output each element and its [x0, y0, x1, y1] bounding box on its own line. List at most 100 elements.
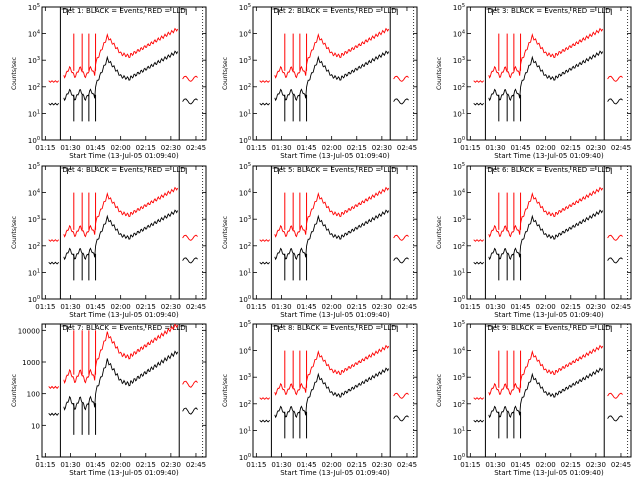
panel-1-ylabel: Counts/sec [11, 57, 18, 90]
panel-9-ytick-label-0: 100 [453, 453, 465, 462]
panel-6-ytick-label-0: 100 [453, 295, 465, 304]
panel-6-ytick-label-1: 101 [453, 268, 465, 277]
panel-2-events-series-seg-1 [274, 50, 390, 102]
panel-8-xtick-label-3: 02:00 [322, 461, 342, 469]
panel-9-events-series-seg-0 [473, 419, 485, 423]
panel-2-ytick-label-1: 101 [239, 109, 251, 118]
panel-1-ytick-label-2: 102 [28, 83, 40, 92]
panel-3-xlabel: Start Time (13-Jul-05 01:09:40) [494, 152, 604, 160]
panel-4-xtick-label-4: 02:15 [136, 303, 156, 311]
panel-8-ytick-label-5: 105 [239, 320, 251, 329]
panel-5-xtick-label-3: 02:00 [322, 303, 342, 311]
panel-9-events-series-seg-2 [607, 415, 623, 422]
panel-9-ylabel: Counts/sec [436, 374, 443, 407]
panel-2-ylabel: Counts/sec [222, 57, 229, 90]
panel-8-xtick-label-2: 01:45 [296, 461, 316, 469]
panel-1-events-series-seg-1 [63, 50, 179, 102]
panel-1-ytick-label-5: 105 [28, 3, 40, 12]
panel-2-ytick-label-4: 104 [239, 30, 251, 39]
panel-1-ytick-label-3: 103 [28, 56, 40, 65]
panel-8-lld-series-seg-1 [274, 344, 390, 396]
panel-8-gap-flag-0 [272, 325, 279, 332]
panel-6-ylabel: Counts/sec [436, 216, 443, 249]
panel-7-xlabel: Start Time (13-Jul-05 01:09:40) [69, 469, 179, 477]
panel-4-gap-flag-0 [61, 167, 68, 174]
panel-1-xtick-label-5: 02:30 [161, 144, 181, 152]
panel-8-lld-series-seg-0 [259, 397, 271, 400]
panel-8-xtick-label-1: 01:30 [271, 461, 291, 469]
panel-8-ytick-label-3: 103 [239, 373, 251, 382]
panel-3-xtick-label-6: 02:45 [611, 144, 631, 152]
panel-4-title: Det 4: BLACK = Events, RED = LLD [62, 166, 185, 174]
panel-6-ytick-label-5: 105 [453, 162, 465, 171]
panel-9-title: Det 9: BLACK = Events, RED = LLD [487, 324, 610, 332]
panel-1-xlabel: Start Time (13-Jul-05 01:09:40) [69, 152, 179, 160]
panel-4-xtick-label-5: 02:30 [161, 303, 181, 311]
panel-4-frame [41, 165, 207, 300]
panel-6-xtick-label-2: 01:45 [510, 303, 530, 311]
panel-6-events-series-seg-1 [488, 209, 604, 261]
panel-5-ytick-label-0: 100 [239, 295, 251, 304]
panel-5-gap-flag-1 [391, 167, 398, 174]
panel-3-xtick-label-1: 01:30 [485, 144, 505, 152]
panel-4-ytick-label-1: 101 [28, 268, 40, 277]
panel-3-ytick-label-1: 101 [453, 109, 465, 118]
panel-6-gap-flag-0 [486, 167, 493, 174]
panel-8-events-series-seg-0 [259, 419, 271, 423]
panel-9-ytick-label-5: 105 [453, 320, 465, 329]
panel-6-lld-series-seg-1 [488, 186, 604, 238]
panel-8-ytick-label-1: 101 [239, 426, 251, 435]
panel-1-title: Det 1: BLACK = Events, RED = LLD [62, 7, 185, 15]
panel-9-events-series-seg-1 [488, 367, 604, 419]
panel-9-xtick-label-1: 01:30 [485, 461, 505, 469]
panel-2-title: Det 2: BLACK = Events, RED = LLD [273, 7, 396, 15]
panel-2-xtick-label-2: 01:45 [296, 144, 316, 152]
panel-4-xtick-label-0: 01:15 [35, 303, 55, 311]
panel-3-ytick-label-5: 105 [453, 3, 465, 12]
panel-6-ytick-label-3: 103 [453, 215, 465, 224]
panel-4-lld-series-seg-2 [182, 234, 198, 241]
panel-4-xtick-label-3: 02:00 [111, 303, 131, 311]
panel-5-lld-series-seg-1 [274, 186, 390, 238]
panel-2-xtick-label-5: 02:30 [372, 144, 392, 152]
panel-8-ytick-label-2: 102 [239, 400, 251, 409]
panel-3-ylabel: Counts/sec [436, 57, 443, 90]
panel-4-xlabel: Start Time (13-Jul-05 01:09:40) [69, 311, 179, 319]
panel-6-events-series-seg-0 [473, 261, 485, 265]
panel-9-xtick-label-0: 01:15 [460, 461, 480, 469]
panel-3-xtick-label-3: 02:00 [536, 144, 556, 152]
panel-2-xlabel: Start Time (13-Jul-05 01:09:40) [280, 152, 390, 160]
panel-7-ytick-label-0: 1 [36, 454, 40, 462]
panel-1-xtick-label-2: 01:45 [85, 144, 105, 152]
panel-1-gap-flag-1 [180, 8, 187, 15]
panel-5-ytick-label-5: 105 [239, 162, 251, 171]
panel-9-lld-series-seg-0 [473, 397, 485, 400]
panel-3-gap-flag-1 [605, 8, 612, 15]
panel-5-xtick-label-5: 02:30 [372, 303, 392, 311]
panel-8-ytick-label-0: 100 [239, 453, 251, 462]
panel-1-ytick-label-1: 101 [28, 109, 40, 118]
panel-5-lld-series-seg-2 [393, 234, 409, 241]
panel-7-ytick-label-1: 10 [31, 422, 40, 430]
panel-3-frame [466, 6, 632, 141]
panel-7-lld-series-seg-1 [63, 323, 179, 384]
panel-1-xtick-label-3: 02:00 [111, 144, 131, 152]
panel-4-ytick-label-2: 102 [28, 242, 40, 251]
panel-9-ytick-label-1: 101 [453, 426, 465, 435]
panel-3-ytick-label-0: 100 [453, 136, 465, 145]
panel-5-ytick-label-1: 101 [239, 268, 251, 277]
panel-5-gap-flag-0 [272, 167, 279, 174]
panel-9-lld-series-seg-1 [488, 344, 604, 396]
panel-3-title: Det 3: BLACK = Events, RED = LLD [487, 7, 610, 15]
panel-9-gap-flag-0 [486, 325, 493, 332]
panel-1-events-series-seg-0 [48, 102, 60, 106]
panel-3-ytick-label-2: 102 [453, 83, 465, 92]
panel-2-xtick-label-1: 01:30 [271, 144, 291, 152]
panel-4-ytick-label-3: 103 [28, 215, 40, 224]
panel-5-ylabel: Counts/sec [222, 216, 229, 249]
panel-4-events-series-seg-2 [182, 257, 198, 264]
panel-1-events-series-seg-2 [182, 98, 198, 105]
panel-3-xtick-label-4: 02:15 [561, 144, 581, 152]
panel-9-xtick-label-5: 02:30 [586, 461, 606, 469]
panel-1-xtick-label-4: 02:15 [136, 144, 156, 152]
